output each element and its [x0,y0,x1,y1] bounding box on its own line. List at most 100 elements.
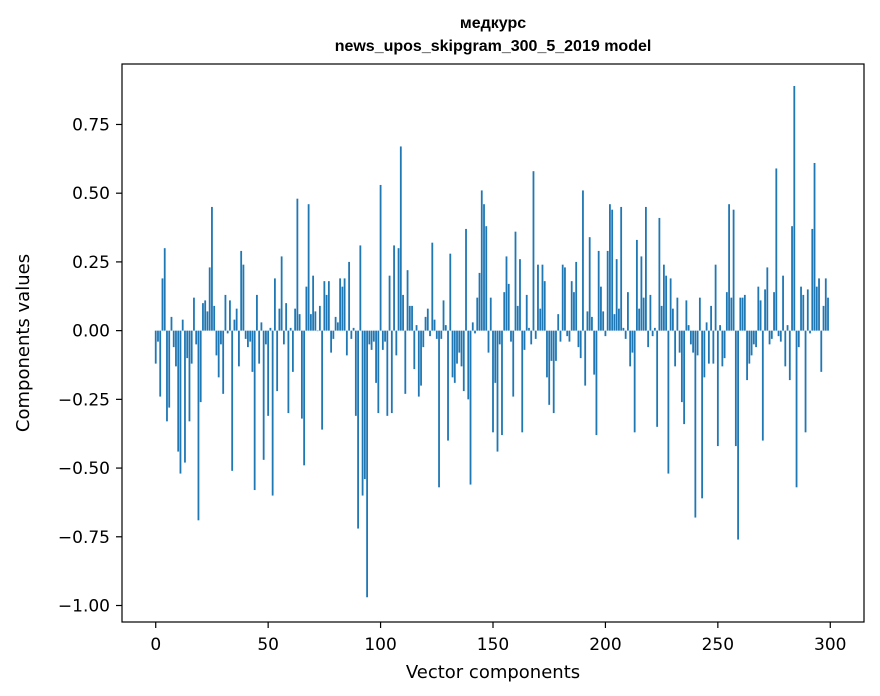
chart-subtitle: news_upos_skipgram_300_5_2019 model [335,38,652,55]
bar-102 [384,330,386,342]
bar-86 [348,261,350,331]
bar-60 [289,327,292,331]
bar-177 [552,330,555,414]
bar-48 [262,330,265,460]
bar-111 [404,330,407,394]
bar-294 [815,286,818,331]
bar-191 [584,330,587,386]
bar-88 [352,327,355,331]
bar-150 [492,330,494,433]
bar-138 [465,228,467,331]
bar-24 [208,267,211,331]
bar-284 [793,85,796,331]
bar-165 [525,294,528,331]
bar-71 [314,311,317,331]
bar-298 [824,278,827,331]
bar-29 [220,330,222,345]
bar-38 [240,250,243,331]
bar-213 [633,330,636,433]
bar-9 [175,330,177,367]
bar-244 [703,330,706,378]
bar-270 [761,330,764,441]
bar-283 [791,226,793,331]
bar-233 [678,330,681,353]
bar-57 [282,330,285,345]
bar-217 [642,297,645,331]
bar-196 [595,330,598,436]
bar-148 [487,330,490,353]
bar-0 [154,330,157,364]
bar-276 [775,168,778,331]
bar-224 [658,217,661,331]
bar-8 [172,330,175,348]
bar-184 [568,330,571,342]
bar-241 [696,330,699,356]
bar-210 [627,292,629,331]
bar-116 [415,325,418,331]
bar-83 [341,286,344,331]
bar-260 [739,297,742,331]
bar-101 [381,330,384,350]
bar-197 [597,250,600,331]
bar-137 [462,330,465,392]
bar-70 [312,275,315,331]
bar-134 [456,330,458,364]
bar-10 [177,330,180,452]
bar-51 [269,327,272,331]
bar-232 [676,297,679,331]
bar-13 [184,330,186,463]
bar-192 [586,311,589,331]
bar-200 [604,330,607,337]
bar-247 [710,305,712,331]
y-axis-label: Components values [13,254,34,432]
y-tick-label-4: −0.25 [58,390,110,410]
bar-63 [296,198,299,331]
bar-268 [757,286,760,331]
bar-36 [235,308,238,331]
bar-20 [199,330,202,403]
bar-293 [813,162,816,331]
bar-21 [202,303,204,331]
bar-245 [705,322,708,331]
x-tick-label-250: 250 [702,635,734,655]
bar-282 [788,330,791,381]
bar-147 [485,226,488,331]
bar-122 [429,330,431,337]
bar-93 [363,330,366,480]
bar-251 [719,325,721,331]
bar-240 [694,330,697,518]
bar-81 [336,322,339,331]
bar-262 [743,294,746,331]
bar-19 [197,330,200,521]
bar-97 [372,330,375,342]
bar-290 [806,289,809,331]
bar-100 [379,184,382,331]
bar-221 [651,330,654,337]
y-tick-label-3: 0.00 [72,322,110,342]
bar-297 [822,305,825,331]
bar-115 [413,330,416,370]
bar-205 [615,259,618,331]
y-tick-label-5: −0.50 [58,459,110,479]
bar-190 [582,190,584,331]
bar-194 [591,316,593,331]
bar-67 [305,286,308,331]
bar-151 [494,330,497,383]
bar-125 [435,330,438,339]
bar-56 [280,256,283,331]
bar-259 [737,330,739,540]
bar-253 [723,330,726,359]
bar-105 [390,330,393,414]
bar-167 [530,330,533,345]
bar-185 [570,281,573,331]
bar-109 [399,146,402,331]
bar-84 [343,278,346,331]
bar-202 [609,204,611,331]
bar-90 [357,330,359,529]
bar-206 [618,308,620,331]
bar-235 [683,330,686,425]
bar-112 [406,270,409,331]
bar-141 [471,322,474,331]
bar-214 [636,239,638,331]
